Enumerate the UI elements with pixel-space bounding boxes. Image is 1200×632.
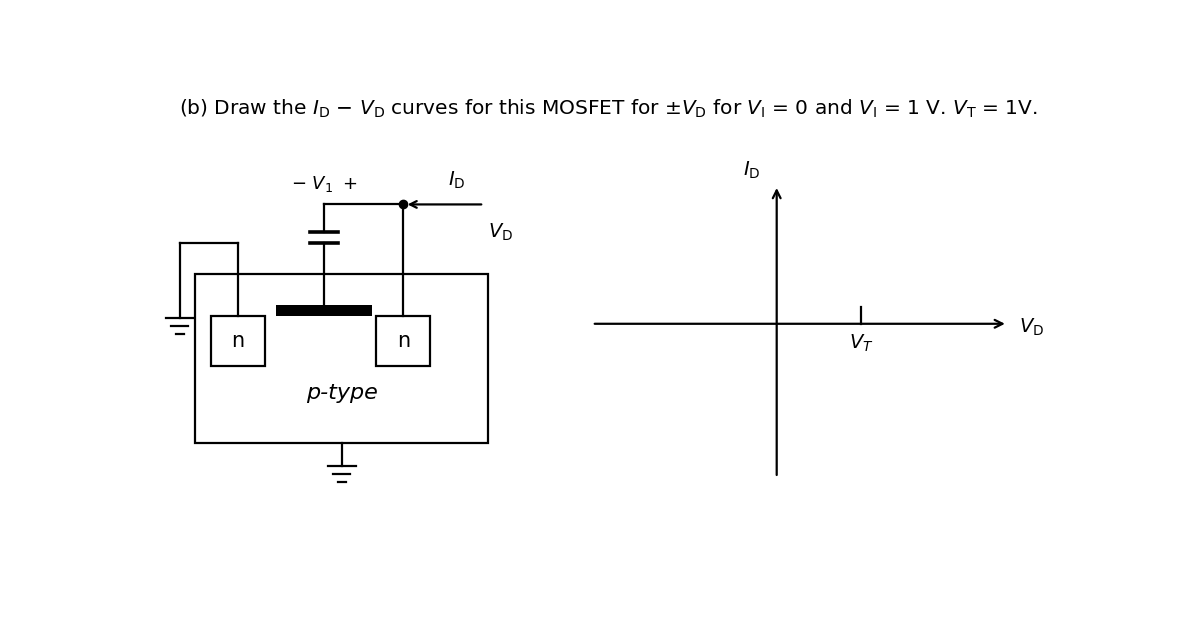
Text: $V_\mathrm{D}$: $V_\mathrm{D}$ [1019, 317, 1044, 338]
Bar [196, 274, 488, 443]
Text: $I_\mathrm{D}$: $I_\mathrm{D}$ [449, 169, 466, 191]
Text: n: n [232, 331, 245, 351]
Bar [377, 316, 431, 366]
Text: $-\ V_1\ +$: $-\ V_1\ +$ [292, 174, 358, 195]
Text: $V_\mathrm{D}$: $V_\mathrm{D}$ [488, 221, 514, 243]
Bar [211, 316, 265, 366]
Text: p-type: p-type [306, 383, 378, 403]
Bar [276, 305, 372, 316]
Text: $I_\mathrm{D}$: $I_\mathrm{D}$ [743, 160, 761, 181]
Text: n: n [397, 331, 410, 351]
Text: $V_T$: $V_T$ [850, 333, 874, 355]
Text: (b) Draw the $I_\mathrm{D}$ $-$ $V_\mathrm{D}$ curves for this MOSFET for $\pm V: (b) Draw the $I_\mathrm{D}$ $-$ $V_\math… [179, 98, 1038, 120]
